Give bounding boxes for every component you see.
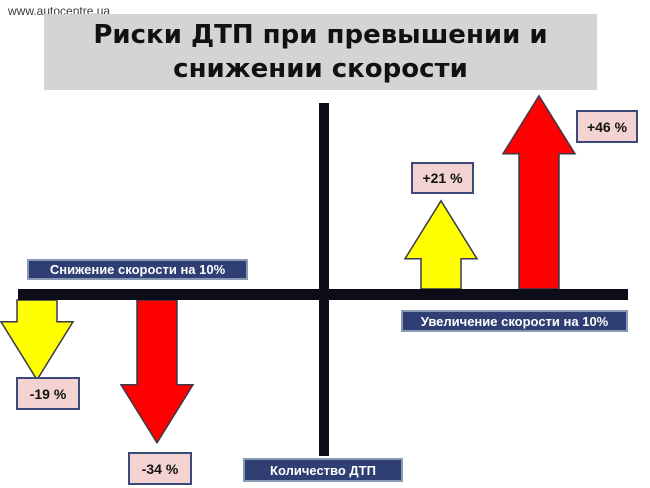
- decrease-speed-label: Снижение скорости на 10%: [27, 259, 248, 280]
- arrow-up-yellow: [403, 199, 479, 290]
- chart-title: Риски ДТП при превышении и снижении скор…: [93, 20, 548, 84]
- increase-speed-label: Увеличение скорости на 10%: [401, 310, 628, 332]
- y-axis: [319, 103, 329, 456]
- value-label-minus-34: -34 %: [128, 452, 192, 485]
- x-axis: [18, 289, 628, 300]
- arrow-up-red: [501, 94, 577, 290]
- arrow-down-yellow: [0, 299, 75, 382]
- title-banner: Риски ДТП при превышении и снижении скор…: [44, 14, 597, 90]
- value-label-plus-21: +21 %: [411, 162, 474, 194]
- value-label-minus-19: -19 %: [16, 377, 80, 410]
- value-label-plus-46: +46 %: [576, 110, 638, 143]
- arrow-down-red: [119, 299, 195, 445]
- accident-count-label: Количество ДТП: [243, 458, 403, 482]
